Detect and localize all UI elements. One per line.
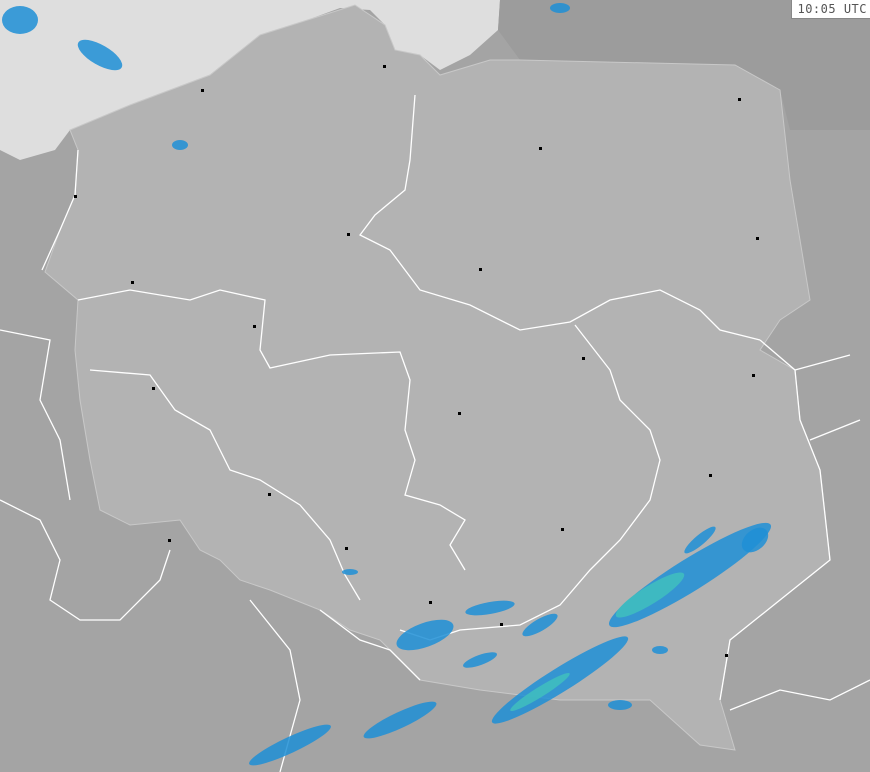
radar-echo	[396, 619, 454, 651]
radar-echo	[684, 526, 716, 554]
radar-echo	[363, 701, 437, 739]
radar-echo	[249, 724, 331, 766]
radar-echo	[462, 652, 498, 668]
radar-echo	[172, 140, 188, 150]
timestamp-label: 10:05 UTC	[791, 0, 870, 19]
radar-echo	[510, 672, 570, 712]
radar-echo	[522, 613, 558, 637]
radar-echo	[615, 572, 685, 618]
radar-echo	[652, 646, 668, 654]
radar-echo	[342, 569, 358, 575]
radar-echo	[2, 6, 38, 34]
radar-echo	[550, 3, 570, 13]
radar-echo	[77, 39, 123, 71]
radar-echo	[741, 527, 769, 553]
radar-echo	[608, 700, 632, 710]
poland-territory	[44, 4, 831, 751]
city-markers	[74, 65, 759, 657]
northeast-region	[498, 0, 870, 130]
radar-echo	[465, 600, 515, 616]
radar-echoes	[2, 3, 772, 766]
admin-borders	[0, 94, 870, 772]
baltic-sea	[0, 0, 500, 160]
